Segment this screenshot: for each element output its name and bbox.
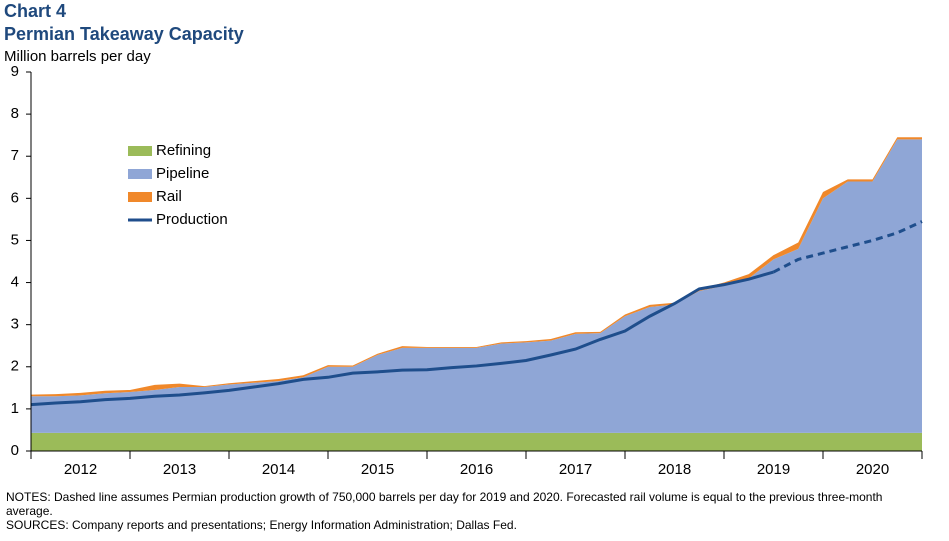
legend-label: Refining bbox=[156, 142, 211, 159]
chart: Chart 4 Permian Takeaway Capacity Millio… bbox=[4, 1, 923, 478]
sources: SOURCES: Company reports and presentatio… bbox=[6, 518, 517, 532]
footnotes: NOTES: Dashed line assumes Permian produ… bbox=[6, 490, 916, 532]
legend-swatch bbox=[128, 146, 152, 156]
x-tick-label: 2020 bbox=[856, 461, 889, 478]
notes: NOTES: Dashed line assumes Permian produ… bbox=[6, 490, 883, 518]
y-tick-label: 8 bbox=[11, 105, 19, 122]
x-tick-label: 2016 bbox=[460, 461, 493, 478]
y-tick-label: 6 bbox=[11, 189, 19, 206]
area bbox=[31, 432, 922, 451]
y-tick-label: 9 bbox=[11, 63, 19, 80]
legend-swatch bbox=[128, 192, 152, 202]
y-tick-label: 4 bbox=[11, 274, 19, 291]
production-line bbox=[772, 220, 923, 274]
y-tick-label: 7 bbox=[11, 147, 19, 164]
x-tick-label: 2017 bbox=[559, 461, 592, 478]
x-tick-label: 2019 bbox=[757, 461, 790, 478]
y-tick-label: 2 bbox=[11, 358, 19, 375]
chart-title: Permian Takeaway Capacity bbox=[4, 24, 244, 44]
x-tick-label: 2012 bbox=[64, 461, 97, 478]
x-tick-label: 2015 bbox=[361, 461, 394, 478]
y-tick-label: 1 bbox=[11, 400, 19, 417]
y-tick-label: 3 bbox=[11, 316, 19, 333]
legend-label: Rail bbox=[156, 188, 182, 205]
y-tick-label: 0 bbox=[11, 442, 19, 459]
production-line bbox=[30, 270, 774, 407]
legend-swatch bbox=[128, 169, 152, 179]
x-tick-label: 2013 bbox=[163, 461, 196, 478]
chart-label: Chart 4 bbox=[4, 1, 66, 21]
legend-label: Production bbox=[156, 211, 228, 228]
x-tick-label: 2018 bbox=[658, 461, 691, 478]
legend-label: Pipeline bbox=[156, 165, 209, 182]
y-tick-label: 5 bbox=[11, 231, 19, 248]
area bbox=[31, 139, 922, 433]
y-axis-label: Million barrels per day bbox=[4, 48, 151, 65]
x-tick-label: 2014 bbox=[262, 461, 295, 478]
